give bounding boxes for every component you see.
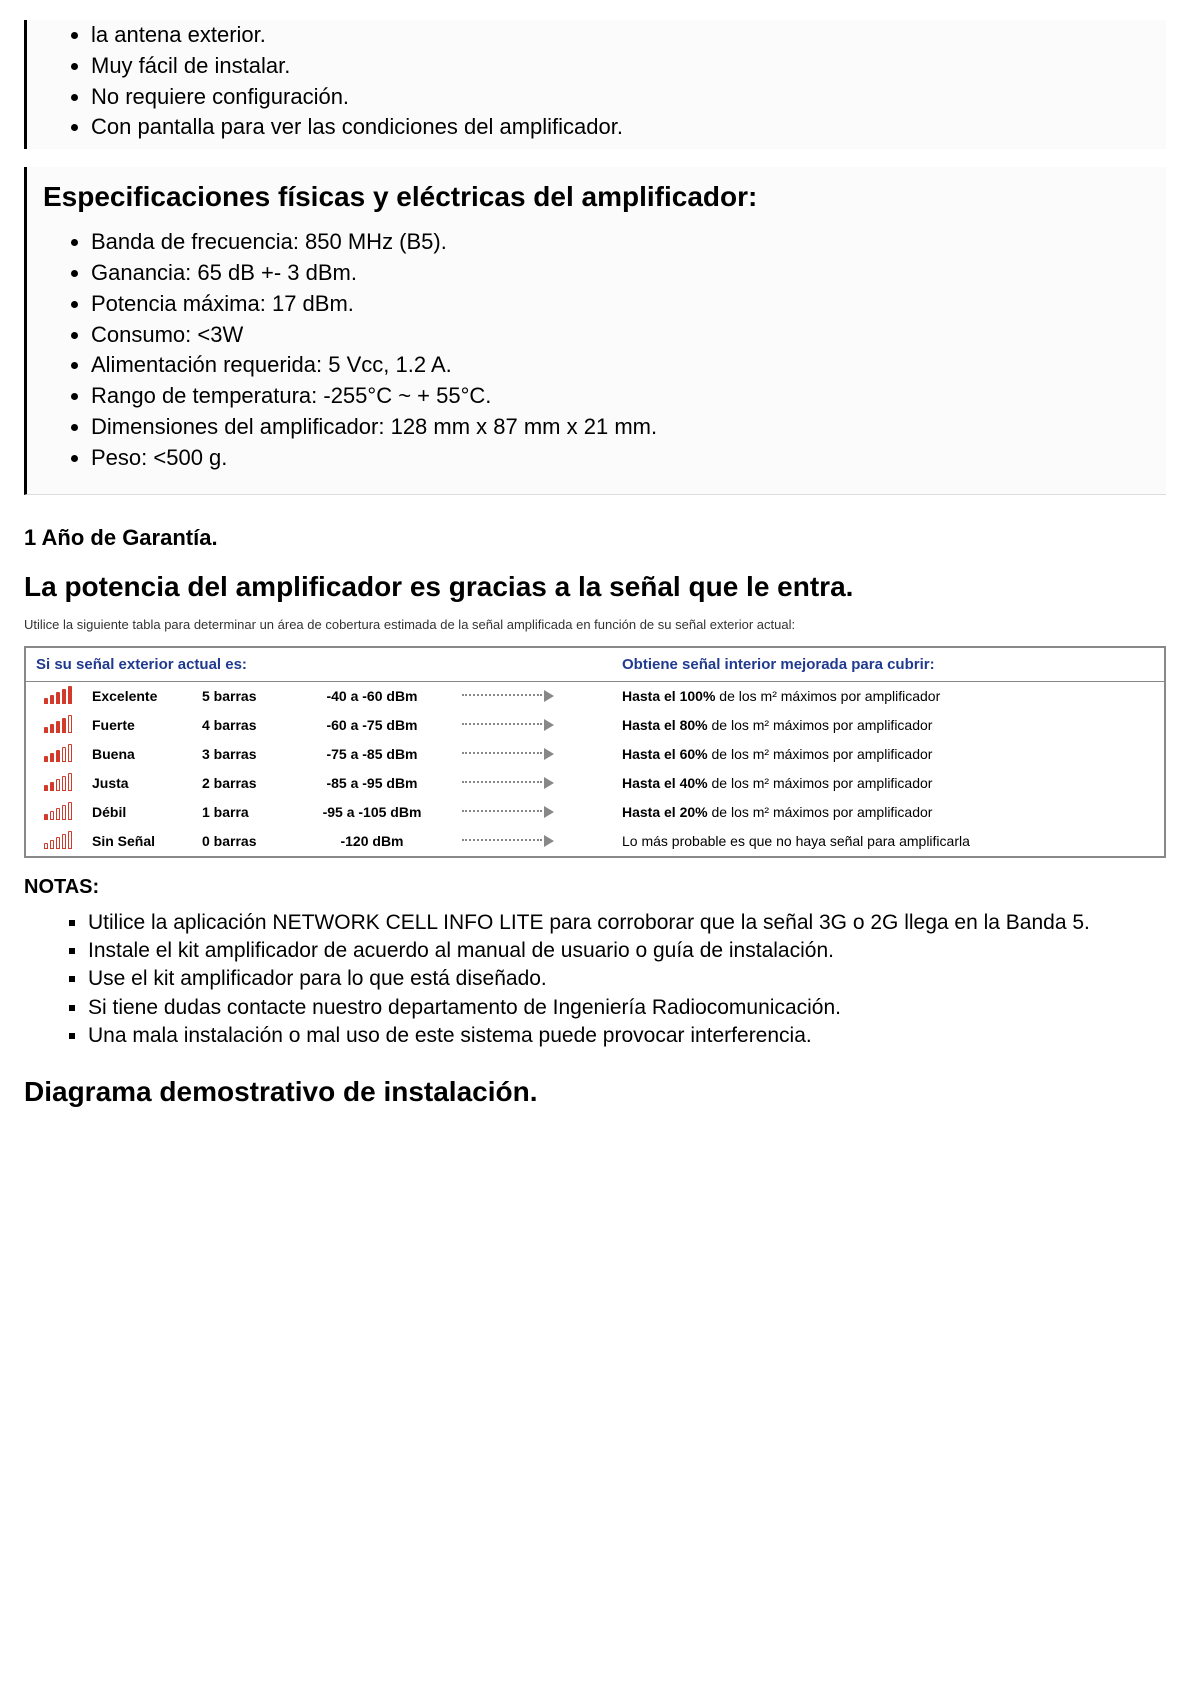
- bars-label: 4 barras: [192, 711, 292, 740]
- specs-heading: Especificaciones físicas y eléctricas de…: [27, 181, 1166, 213]
- signal-bars-icon: [25, 798, 82, 827]
- table-row: Excelente5 barras-40 a -60 dBm Hasta el 1…: [25, 681, 1165, 711]
- list-item: Dimensiones del amplificador: 128 mm x 8…: [91, 412, 1166, 443]
- list-item: Muy fácil de instalar.: [91, 51, 1166, 82]
- arrow-icon: [452, 827, 612, 857]
- bars-label: 0 barras: [192, 827, 292, 857]
- list-item: Ganancia: 65 dB +- 3 dBm.: [91, 258, 1166, 289]
- bars-label: 1 barra: [192, 798, 292, 827]
- specs-block: Especificaciones físicas y eléctricas de…: [24, 167, 1166, 494]
- dbm-label: -95 a -105 dBm: [292, 798, 452, 827]
- arrow-icon: [452, 740, 612, 769]
- dbm-label: -120 dBm: [292, 827, 452, 857]
- table-header-left: Si su señal exterior actual es:: [25, 647, 612, 682]
- result-label: Hasta el 20% de los m² máximos por ampli…: [612, 798, 1165, 827]
- list-item: Potencia máxima: 17 dBm.: [91, 289, 1166, 320]
- result-label: Lo más probable es que no haya señal par…: [612, 827, 1165, 857]
- dbm-label: -75 a -85 dBm: [292, 740, 452, 769]
- list-item: Una mala instalación o mal uso de este s…: [88, 1022, 1166, 1050]
- quality-label: Buena: [82, 740, 192, 769]
- table-row: Sin Señal0 barras-120 dBm Lo más probable…: [25, 827, 1165, 857]
- list-item: Con pantalla para ver las condiciones de…: [91, 112, 1166, 143]
- table-header-right: Obtiene señal interior mejorada para cub…: [612, 647, 1165, 682]
- diagram-heading: Diagrama demostrativo de instalación.: [24, 1076, 1166, 1108]
- list-item: Peso: <500 g.: [91, 443, 1166, 474]
- arrow-icon: [452, 711, 612, 740]
- list-item: Consumo: <3W: [91, 320, 1166, 351]
- notes-heading: NOTAS:: [24, 876, 1166, 899]
- signal-bars-icon: [25, 827, 82, 857]
- arrow-icon: [452, 769, 612, 798]
- quality-label: Sin Señal: [82, 827, 192, 857]
- list-item: Utilice la aplicación NETWORK CELL INFO …: [88, 909, 1166, 937]
- table-intro: Utilice la siguiente tabla para determin…: [24, 617, 1166, 632]
- quality-label: Débil: [82, 798, 192, 827]
- result-label: Hasta el 60% de los m² máximos por ampli…: [612, 740, 1165, 769]
- dbm-label: -40 a -60 dBm: [292, 681, 452, 711]
- list-item: Instale el kit amplificador de acuerdo a…: [88, 937, 1166, 965]
- arrow-icon: [452, 798, 612, 827]
- result-label: Hasta el 80% de los m² máximos por ampli…: [612, 711, 1165, 740]
- table-row: Fuerte4 barras-60 a -75 dBm Hasta el 80% …: [25, 711, 1165, 740]
- power-heading: La potencia del amplificador es gracias …: [24, 571, 1166, 603]
- quality-label: Justa: [82, 769, 192, 798]
- quality-label: Fuerte: [82, 711, 192, 740]
- specs-list: Banda de frecuencia: 850 MHz (B5). Ganan…: [27, 227, 1166, 473]
- result-label: Hasta el 100% de los m² máximos por ampl…: [612, 681, 1165, 711]
- bars-label: 2 barras: [192, 769, 292, 798]
- signal-bars-icon: [25, 740, 82, 769]
- list-item: Si tiene dudas contacte nuestro departam…: [88, 994, 1166, 1022]
- list-item: la antena exterior.: [91, 20, 1166, 51]
- result-label: Hasta el 40% de los m² máximos por ampli…: [612, 769, 1165, 798]
- warranty-heading: 1 Año de Garantía.: [24, 525, 1166, 551]
- signal-bars-icon: [25, 769, 82, 798]
- table-row: Débil1 barra-95 a -105 dBm Hasta el 20% d…: [25, 798, 1165, 827]
- list-item: No requiere configuración.: [91, 82, 1166, 113]
- signal-bars-icon: [25, 681, 82, 711]
- quality-label: Excelente: [82, 681, 192, 711]
- list-item: Banda de frecuencia: 850 MHz (B5).: [91, 227, 1166, 258]
- bars-label: 5 barras: [192, 681, 292, 711]
- list-item: Alimentación requerida: 5 Vcc, 1.2 A.: [91, 350, 1166, 381]
- signal-table: Si su señal exterior actual es: Obtiene …: [24, 646, 1166, 858]
- top-feature-block: la antena exterior. Muy fácil de instala…: [24, 20, 1166, 149]
- dbm-label: -60 a -75 dBm: [292, 711, 452, 740]
- list-item: Rango de temperatura: -255°C ~ + 55°C.: [91, 381, 1166, 412]
- bars-label: 3 barras: [192, 740, 292, 769]
- table-row: Buena3 barras-75 a -85 dBm Hasta el 60% d…: [25, 740, 1165, 769]
- signal-bars-icon: [25, 711, 82, 740]
- list-item: Use el kit amplificador para lo que está…: [88, 965, 1166, 993]
- notes-section: NOTAS: Utilice la aplicación NETWORK CEL…: [24, 876, 1166, 1051]
- arrow-icon: [452, 681, 612, 711]
- dbm-label: -85 a -95 dBm: [292, 769, 452, 798]
- table-row: Justa2 barras-85 a -95 dBm Hasta el 40% d…: [25, 769, 1165, 798]
- top-feature-list: la antena exterior. Muy fácil de instala…: [27, 20, 1166, 143]
- notes-list: Utilice la aplicación NETWORK CELL INFO …: [24, 909, 1166, 1051]
